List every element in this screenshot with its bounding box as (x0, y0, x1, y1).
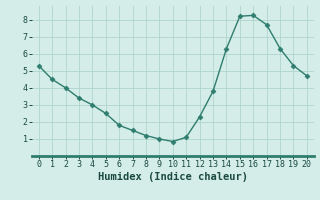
X-axis label: Humidex (Indice chaleur): Humidex (Indice chaleur) (98, 172, 248, 182)
